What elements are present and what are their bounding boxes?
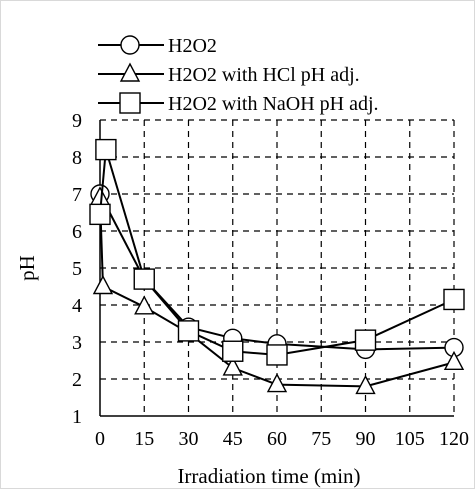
legend-label: H2O2 with HCl pH adj. xyxy=(168,64,360,86)
x-tick-label: 90 xyxy=(356,428,376,450)
x-tick-label: 75 xyxy=(311,428,331,450)
x-axis-title: Irradiation time (min) xyxy=(177,464,360,488)
y-tick-label: 4 xyxy=(72,295,82,317)
x-tick-label: 105 xyxy=(395,428,425,450)
y-tick-label: 5 xyxy=(72,258,82,280)
legend-triangle-marker xyxy=(119,62,141,82)
legend: H2O2 H2O2 with HCl pH adj. H2O2 with NaOH … xyxy=(98,35,379,115)
triangle-marker xyxy=(355,374,376,395)
square-marker xyxy=(354,329,377,351)
triangle-marker xyxy=(443,350,465,371)
x-tick-label: 30 xyxy=(179,428,199,450)
y-tick-label: 2 xyxy=(72,369,82,391)
square-marker xyxy=(95,138,117,161)
legend-entry: H2O2 xyxy=(98,35,217,57)
y-tick-label: 8 xyxy=(72,147,82,169)
x-tick-label: 45 xyxy=(223,428,243,450)
square-marker xyxy=(89,203,111,226)
y-tick-label: 7 xyxy=(72,184,82,206)
y-tick-label: 3 xyxy=(72,332,82,354)
triangle-marker xyxy=(134,295,155,315)
legend-entry: H2O2 with HCl pH adj. xyxy=(98,62,360,86)
x-tick-label: 60 xyxy=(267,428,287,450)
triangle-marker xyxy=(92,275,114,295)
legend-label: H2O2 with NaOH pH adj. xyxy=(168,93,379,115)
series xyxy=(89,138,465,395)
y-tick-label: 1 xyxy=(72,406,82,428)
y-tick-label: 6 xyxy=(72,221,82,243)
y-axis-title: pH xyxy=(15,255,39,281)
square-marker xyxy=(266,344,288,366)
x-tick-label: 15 xyxy=(134,428,154,450)
series-line xyxy=(99,149,455,356)
x-tick-label: 0 xyxy=(95,428,105,450)
triangle-marker xyxy=(266,373,288,393)
axes xyxy=(99,120,454,417)
legend-entry: H2O2 with NaOH pH adj. xyxy=(98,92,379,115)
square-marker xyxy=(177,320,200,342)
series-square xyxy=(89,138,465,366)
y-tick-label: 9 xyxy=(72,110,82,132)
square-marker xyxy=(133,268,155,290)
legend-label: H2O2 xyxy=(168,35,217,57)
axis-labels: 0 15 30 45 60 75 90 105 120123456789Irradiation … xyxy=(15,110,469,488)
square-marker xyxy=(222,340,244,362)
triangle-marker xyxy=(222,356,243,376)
legend-circle-marker xyxy=(120,35,140,55)
x-tick-label: 120 xyxy=(439,428,469,450)
legend-square-marker xyxy=(119,92,141,114)
square-marker xyxy=(443,288,465,311)
